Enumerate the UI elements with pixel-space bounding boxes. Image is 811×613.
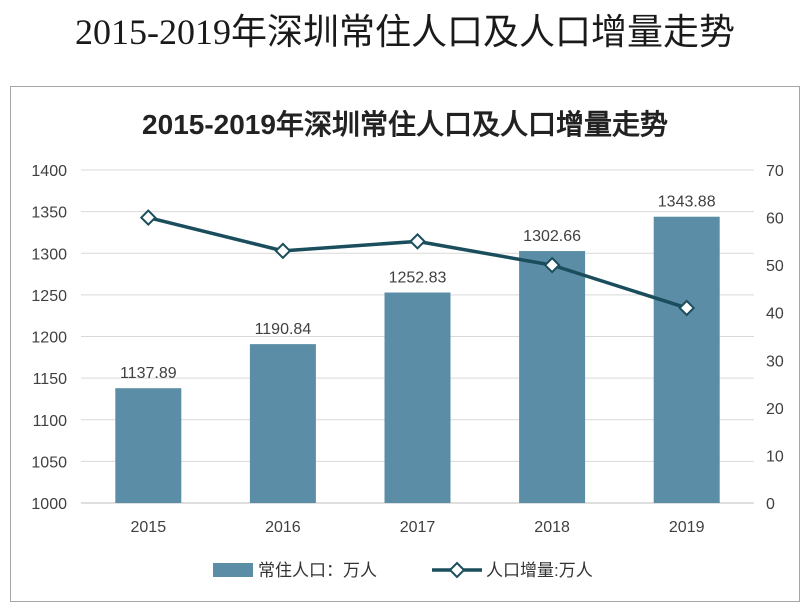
chart-title: 2015-2019年深圳常住人口及人口增量走势 [142,108,668,140]
legend-label-increment: 人口增量:万人 [486,561,593,580]
increment-marker-2018 [543,256,561,274]
bar-2015 [115,388,182,503]
y-axis-tick-label: 1200 [31,330,67,347]
y-axis-tick-label: 1400 [31,163,67,180]
y-axis-tick-label: 1050 [31,454,67,471]
legend-label-population: 常住人口：万人 [258,561,377,580]
population-bars [115,216,720,503]
bar-data-label: 1343.88 [658,194,716,211]
y-axis-tick-label: 1000 [31,496,67,513]
bar-data-label: 1302.66 [523,228,581,245]
y2-axis-tick-label: 20 [766,401,784,418]
y-axis-tick-label: 1300 [31,246,67,263]
x-axis-tick-label: 2016 [265,519,301,536]
y-axis-tick-label: 1350 [31,205,67,222]
page-title: 2015-2019年深圳常住人口及人口增量走势 [75,12,735,52]
y2-axis-tick-label: 30 [766,353,784,370]
increment-line-layer [139,209,696,317]
y2-axis-tick-label: 40 [766,306,784,323]
y2-axis-tick-label: 70 [766,163,784,180]
y2-axis-tick-label: 50 [766,258,784,275]
y-axis-tick-label: 1150 [33,371,68,388]
increment-marker-2019 [678,299,696,317]
bar-data-label: 1137.89 [120,365,177,382]
x-axis-tick-label: 2015 [131,519,167,536]
bar-data-label: 1190.84 [255,321,312,338]
left-axis: 1000 1050 1100 1150 1200 1250 1300 1350 1400 [31,163,67,513]
right-axis: 0 10 20 30 40 50 60 70 [766,163,784,513]
x-axis-tick-label: 2017 [400,519,436,536]
y-axis-tick-label: 1250 [31,288,67,305]
legend-diamond-marker [448,561,466,579]
increment-marker-2017 [409,232,426,250]
increment-marker-2016 [274,242,292,260]
x-axis-tick-label: 2019 [669,519,705,536]
bar-2017 [384,292,451,503]
y2-axis-tick-label: 0 [766,496,775,513]
increment-marker-2015 [139,209,157,226]
x-axis-tick-label: 2018 [534,519,570,536]
y2-axis-tick-label: 10 [766,448,784,465]
y2-axis-tick-label: 60 [766,211,784,228]
legend-bar-swatch [213,563,253,577]
x-axis: 2015 2016 2017 2018 2019 [131,519,705,536]
bar-data-label: 1252.83 [389,270,447,287]
bar-data-labels: 1137.89 1190.84 1252.83 1302.66 1343.88 [120,194,716,382]
legend: 常住人口：万人 人口增量:万人 [213,561,593,580]
bar-2018 [519,251,586,503]
y-axis-tick-label: 1100 [33,413,68,430]
bar-2019 [653,216,720,503]
bar-2016 [249,344,316,503]
